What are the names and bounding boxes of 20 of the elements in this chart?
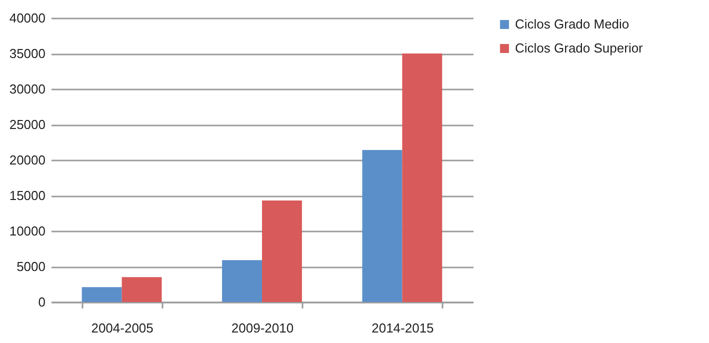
legend-label: Ciclos Grado Medio xyxy=(515,16,630,32)
bar xyxy=(262,200,302,302)
y-tick-label: 15000 xyxy=(9,188,46,203)
y-tick-label: 30000 xyxy=(9,82,46,96)
bar xyxy=(82,287,122,302)
y-tick-label: 5000 xyxy=(16,259,46,274)
y-tick-label: 10000 xyxy=(9,224,46,238)
bar xyxy=(122,277,162,302)
legend-label: Ciclos Grado Superior xyxy=(515,40,644,56)
bar xyxy=(362,150,402,302)
y-tick-label: 0 xyxy=(38,294,46,310)
y-tick-label: 40000 xyxy=(9,10,46,26)
x-tick-label: 2014-2015 xyxy=(372,320,434,336)
y-tick-label: 20000 xyxy=(9,152,46,168)
bar xyxy=(222,260,262,302)
y-tick-label: 25000 xyxy=(9,117,46,132)
bar xyxy=(402,54,442,302)
x-tick-label: 2004-2005 xyxy=(91,320,154,336)
x-tick-label: 2009-2010 xyxy=(231,320,294,336)
y-tick-label: 35000 xyxy=(9,46,46,61)
